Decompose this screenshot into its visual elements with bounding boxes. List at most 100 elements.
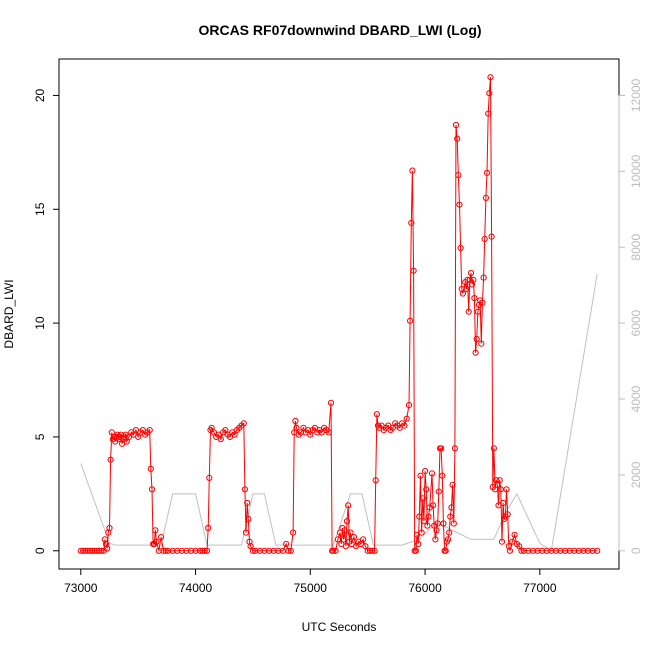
data-point xyxy=(419,495,426,502)
y-axis: 0 5 10 15 20 xyxy=(33,88,60,554)
data-point xyxy=(203,547,211,554)
data-point xyxy=(187,547,195,554)
data-point xyxy=(261,547,268,554)
data-point xyxy=(571,547,578,554)
data-point xyxy=(98,547,105,554)
data-point xyxy=(435,488,442,495)
data-point xyxy=(534,547,541,554)
x-tick-label: 75000 xyxy=(294,581,328,595)
data-point xyxy=(467,269,475,277)
y-tick-label: 0 xyxy=(33,547,47,554)
data-point xyxy=(463,285,470,293)
chart-title: ORCAS RF07downwind DBARD_LWI (Log) xyxy=(198,22,481,38)
data-point xyxy=(444,536,452,543)
data-point xyxy=(562,547,569,554)
data-point xyxy=(486,90,493,97)
data-point xyxy=(447,513,454,520)
altitude-series xyxy=(80,273,598,552)
data-point xyxy=(403,415,410,422)
data-point xyxy=(80,547,87,554)
data-point xyxy=(372,477,379,484)
data-point xyxy=(256,547,263,554)
data-point xyxy=(183,547,190,554)
y2-tick-label: 8000 xyxy=(629,234,643,261)
x-axis-label: UTC Seconds xyxy=(302,620,377,634)
data-point xyxy=(483,169,491,176)
data-point xyxy=(164,547,172,554)
data-point xyxy=(174,547,181,554)
data-point xyxy=(482,194,489,201)
data-point xyxy=(153,538,160,545)
data-point xyxy=(160,547,167,554)
data-point xyxy=(433,527,440,534)
data-point xyxy=(201,547,208,554)
y-tick-label: 5 xyxy=(33,433,47,440)
data-point xyxy=(275,547,282,554)
data-point xyxy=(465,308,472,315)
data-point xyxy=(480,274,487,281)
data-point xyxy=(422,468,429,475)
data-point xyxy=(423,486,430,493)
data-point xyxy=(506,547,514,554)
data-point xyxy=(566,547,573,554)
x-tick-label: 77000 xyxy=(523,581,557,595)
data-point xyxy=(241,486,248,493)
data-point xyxy=(438,445,445,452)
data-point xyxy=(430,502,437,509)
data-point xyxy=(217,436,224,443)
data-point xyxy=(290,529,297,536)
data-point xyxy=(511,531,518,538)
data-point xyxy=(474,308,481,315)
data-point xyxy=(450,520,457,527)
y-tick-label: 10 xyxy=(33,316,47,330)
data-point xyxy=(147,465,154,472)
data-point xyxy=(169,547,176,554)
data-point xyxy=(478,340,485,347)
data-point xyxy=(106,524,113,532)
data-point xyxy=(360,536,367,543)
y2-tick-label: 0 xyxy=(629,547,643,554)
data-point xyxy=(77,547,84,554)
data-point xyxy=(473,335,480,343)
data-point xyxy=(401,422,408,429)
data-point xyxy=(448,504,455,511)
y-tick-label: 20 xyxy=(33,88,47,102)
data-point xyxy=(158,534,165,541)
data-point xyxy=(371,547,378,554)
data-point xyxy=(340,536,347,543)
data-point xyxy=(471,295,478,302)
data-point xyxy=(575,547,582,554)
data-point xyxy=(107,456,114,463)
data-point xyxy=(146,427,153,434)
data-point xyxy=(347,529,354,536)
data-point xyxy=(525,547,532,554)
data-point xyxy=(449,481,456,488)
y2-tick-label: 4000 xyxy=(629,385,643,412)
data-point xyxy=(364,547,371,554)
data-point xyxy=(148,486,156,493)
data-point xyxy=(343,518,351,525)
x-tick-label: 74000 xyxy=(179,581,213,595)
data-point xyxy=(205,524,212,532)
data-point xyxy=(342,543,349,550)
plot-frame xyxy=(58,58,620,570)
data-point xyxy=(252,547,259,554)
data-point xyxy=(293,424,300,431)
data-point xyxy=(410,267,417,274)
data-point xyxy=(557,547,564,554)
primary-line xyxy=(80,77,598,552)
data-point xyxy=(497,486,504,493)
data-point xyxy=(487,74,494,81)
data-point xyxy=(529,547,537,554)
y-axis-label: DBARD_LWI xyxy=(2,279,16,348)
data-point xyxy=(457,244,464,252)
data-point xyxy=(332,547,339,554)
data-point xyxy=(327,399,335,406)
data-point xyxy=(366,547,374,554)
data-point xyxy=(82,547,89,554)
data-point xyxy=(518,547,525,554)
data-point xyxy=(192,547,199,554)
data-point xyxy=(503,486,510,493)
data-point xyxy=(454,135,461,142)
